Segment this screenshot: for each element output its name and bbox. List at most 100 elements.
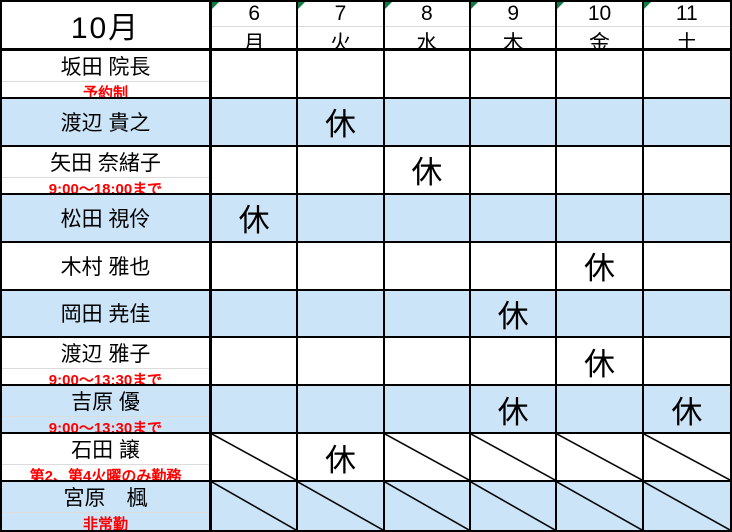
staff-name-cell[interactable]: 坂田 院長 予約制 (2, 51, 212, 99)
staff-name-cell[interactable]: 渡辺 雅子 9:00～13:30まで (2, 338, 212, 387)
schedule-cell[interactable] (212, 146, 299, 195)
staff-name-cell[interactable]: 石田 譲第2、第4火曜のみ勤務 (2, 434, 212, 483)
staff-name-cell[interactable]: 渡辺 貴之 (2, 98, 212, 147)
staff-note: 9:00～13:30まで (48, 420, 163, 435)
schedule-cell[interactable] (643, 434, 730, 483)
schedule-cell[interactable] (384, 242, 471, 291)
schedule-cell[interactable] (212, 434, 299, 483)
schedule-cell[interactable] (384, 290, 471, 339)
schedule-cell[interactable] (384, 98, 471, 147)
schedule-cell[interactable]: 休 (643, 386, 730, 435)
schedule-cell[interactable] (557, 51, 644, 99)
staff-name-cell[interactable]: 松田 視伶 (2, 194, 212, 243)
schedule-cell[interactable]: 休 (298, 434, 385, 483)
schedule-cell[interactable] (557, 194, 644, 243)
schedule-cell[interactable] (384, 194, 471, 243)
schedule-cell[interactable] (643, 338, 730, 387)
schedule-cell[interactable] (384, 434, 471, 483)
month-header-cell[interactable]: 10月 (2, 2, 212, 51)
schedule-cell[interactable] (643, 51, 730, 99)
staff-name-cell[interactable]: 吉原 優 9:00～13:30まで (2, 386, 212, 435)
cell-flag-icon (557, 2, 565, 9)
staff-name-cell[interactable]: 矢田 奈緒子 9:00～18:00まで (2, 146, 212, 195)
schedule-cell[interactable] (298, 194, 385, 243)
schedule-cell[interactable]: 休 (557, 242, 644, 291)
day-off-label: 休 (671, 394, 703, 430)
cell-flag-icon (471, 2, 478, 9)
schedule-cell[interactable] (471, 98, 558, 147)
schedule-cell[interactable] (298, 290, 385, 339)
schedule-cell[interactable] (643, 482, 730, 530)
schedule-cell[interactable]: 休 (557, 338, 644, 387)
schedule-cell[interactable] (212, 51, 299, 99)
cell-flag-icon (212, 2, 219, 9)
day-off-label: 休 (583, 251, 615, 287)
schedule-cell[interactable] (557, 482, 644, 530)
schedule-cell[interactable]: 休 (471, 290, 558, 339)
schedule-cell[interactable] (298, 386, 385, 435)
schedule-cell[interactable] (212, 290, 299, 339)
schedule-cell[interactable] (557, 386, 644, 435)
staff-name: 岡田 尭佳 (60, 303, 151, 327)
schedule-cell[interactable] (471, 146, 558, 195)
staff-name-cell[interactable]: 岡田 尭佳 (2, 290, 212, 339)
day-header-10[interactable]: 10 金 (557, 2, 644, 51)
staff-name: 坂田 院長 (2, 51, 209, 82)
schedule-cell[interactable] (212, 98, 299, 147)
schedule-cell[interactable] (212, 242, 299, 291)
staff-name-cell[interactable]: 木村 雅也 (2, 242, 212, 291)
schedule-cell[interactable] (298, 242, 385, 291)
schedule-cell[interactable] (557, 146, 644, 195)
schedule-cell[interactable] (298, 338, 385, 387)
day-off-label: 休 (411, 155, 443, 191)
day-number: 11 (643, 2, 730, 27)
schedule-cell[interactable] (384, 482, 471, 530)
schedule-cell[interactable] (643, 147, 730, 195)
staff-name-cell[interactable]: 宮原 楓非常勤 (2, 482, 212, 530)
schedule-cell[interactable] (212, 482, 299, 530)
schedule-cell[interactable] (643, 243, 730, 291)
schedule-cell[interactable] (471, 51, 558, 99)
schedule-cell[interactable] (471, 242, 558, 291)
cell-flag-icon (298, 2, 306, 9)
schedule-cell[interactable] (557, 290, 644, 339)
day-number: 10 (557, 2, 642, 27)
staff-name: 松田 視伶 (60, 207, 151, 231)
schedule-cell[interactable] (212, 386, 299, 435)
schedule-cell[interactable] (643, 194, 730, 243)
schedule-cell[interactable] (384, 51, 471, 99)
schedule-cell[interactable]: 休 (298, 98, 385, 147)
schedule-cell[interactable] (643, 290, 730, 339)
schedule-cell[interactable] (298, 51, 385, 99)
day-weekday: 金 (588, 32, 610, 51)
schedule-cell[interactable] (298, 482, 385, 530)
day-off-label: 休 (497, 394, 529, 430)
day-off-label: 休 (497, 298, 529, 334)
schedule-cell[interactable] (471, 482, 558, 530)
schedule-cell[interactable]: 休 (384, 146, 471, 195)
staff-note: 予約制 (82, 85, 128, 99)
schedule-cell[interactable]: 休 (471, 386, 558, 435)
schedule-cell[interactable] (643, 98, 730, 147)
day-number: 8 (384, 2, 469, 27)
schedule-cell[interactable] (471, 338, 558, 387)
schedule-cell[interactable] (384, 386, 471, 435)
schedule-cell[interactable] (557, 98, 644, 147)
schedule-cell[interactable] (471, 434, 558, 483)
schedule-cell[interactable] (557, 434, 644, 483)
day-header-11[interactable]: 11 土 (643, 2, 730, 51)
schedule-cell[interactable] (212, 338, 299, 387)
schedule-cell[interactable]: 休 (212, 194, 299, 243)
schedule-cell[interactable] (471, 194, 558, 243)
day-off-label: 休 (324, 442, 356, 478)
day-number: 6 (212, 2, 297, 27)
schedule-cell[interactable] (384, 338, 471, 387)
day-off-label: 休 (324, 107, 356, 143)
day-weekday: 土 (676, 32, 698, 51)
schedule-cell[interactable] (298, 146, 385, 195)
